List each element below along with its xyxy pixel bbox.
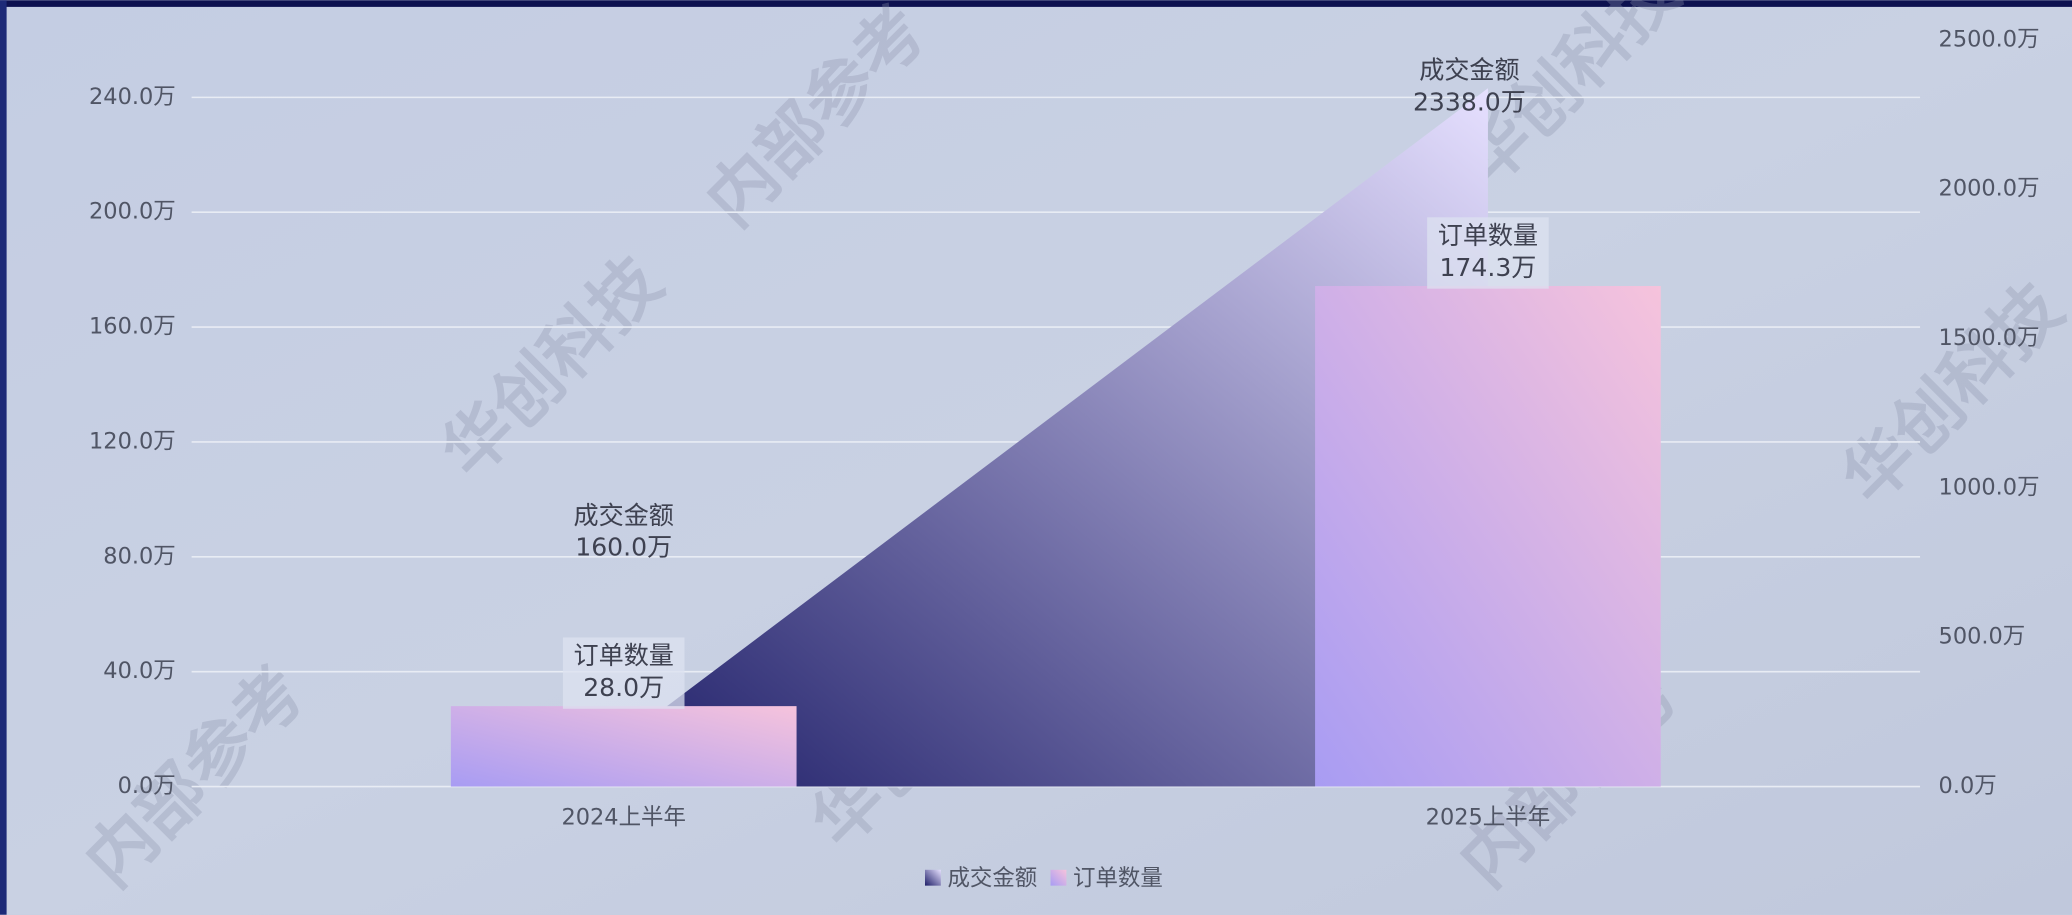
- area: [623, 88, 1488, 787]
- data-label-name: 订单数量: [1438, 221, 1538, 250]
- label-box: [562, 637, 685, 709]
- top-border: [0, 0, 2072, 7]
- plot: 0.0万 40.0万 80.0万 120.0万 160.0万 200.0万 240.0万 0.…: [89, 26, 2040, 891]
- y2-tick-label: 2500.0万: [1939, 26, 2040, 52]
- bar: [1315, 286, 1661, 787]
- bar: [450, 706, 797, 787]
- y-tick-label: 200.0万: [89, 199, 176, 225]
- y2-tick-label: 0.0万: [1939, 773, 1997, 799]
- data-label-name: 订单数量: [574, 641, 674, 670]
- y-tick-label: 160.0万: [89, 314, 176, 340]
- y-tick-label: 80.0万: [103, 543, 175, 569]
- legend-label: 订单数量: [1073, 866, 1163, 892]
- y-tick-label: 0.0万: [118, 773, 176, 799]
- legend-icon: [1050, 869, 1067, 886]
- y-tick-label: 240.0万: [89, 84, 176, 110]
- data-label: 28.0万: [583, 673, 664, 702]
- y2-tick-label: 2000.0万: [1939, 176, 2040, 202]
- left-border: [0, 0, 7, 915]
- legend-icon: [925, 869, 941, 886]
- y-tick-label: 120.0万: [89, 428, 176, 454]
- data-label: 2338.0万: [1413, 87, 1526, 116]
- label-box: [1427, 217, 1549, 289]
- y2-tick-label: 500.0万: [1939, 624, 2026, 650]
- data-label-name: 成交金额: [1419, 56, 1519, 85]
- x-tick-label: 2024上半年: [561, 805, 686, 831]
- x-tick-label: 2025上半年: [1426, 805, 1551, 831]
- data-label-name: 成交金额: [574, 501, 674, 530]
- y2-tick-label: 1000.0万: [1939, 474, 2040, 500]
- y-tick-label: 40.0万: [103, 658, 175, 684]
- data-label: 174.3万: [1439, 253, 1536, 282]
- legend-label: 成交金额: [947, 866, 1037, 892]
- y2-tick-label: 1500.0万: [1939, 325, 2040, 351]
- data-label: 160.0万: [575, 533, 672, 562]
